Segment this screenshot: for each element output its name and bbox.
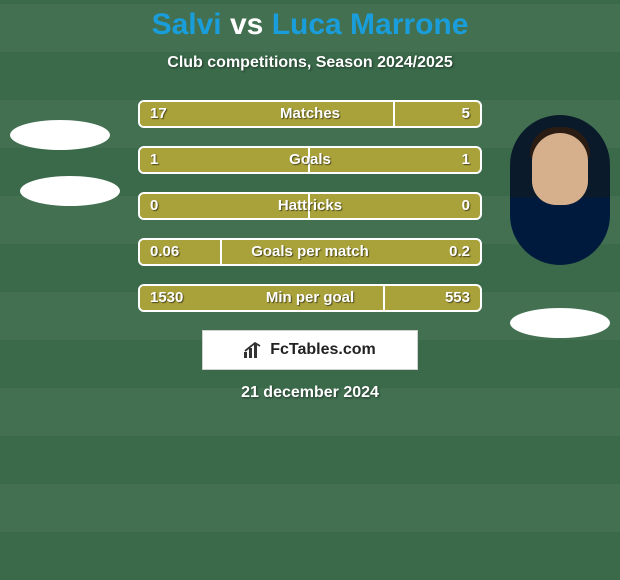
stat-label: Matches — [140, 102, 480, 126]
avatar-left-placeholder-2 — [20, 176, 120, 206]
title-vs: vs — [222, 8, 272, 41]
stat-value-right: 5 — [462, 102, 470, 126]
subtitle: Club competitions, Season 2024/2025 — [0, 54, 620, 72]
avatar-left-placeholder — [10, 120, 110, 150]
avatar-right-placeholder — [510, 308, 610, 338]
player-photo-icon — [510, 115, 610, 265]
stat-row: 17Matches5 — [138, 100, 482, 128]
comparison-card: Salvi vs Luca Marrone Club competitions,… — [0, 0, 620, 580]
stat-label: Min per goal — [140, 286, 480, 310]
bar-chart-icon — [244, 342, 264, 358]
stat-label: Hattricks — [140, 194, 480, 218]
title-player-right: Luca Marrone — [272, 8, 469, 41]
page-title: Salvi vs Luca Marrone — [0, 8, 620, 42]
brand-text: FcTables.com — [270, 341, 376, 359]
stat-row: 1530Min per goal553 — [138, 284, 482, 312]
date-label: 21 december 2024 — [0, 384, 620, 402]
stat-label: Goals per match — [140, 240, 480, 264]
brand-badge: FcTables.com — [202, 330, 418, 370]
stat-row: 1Goals1 — [138, 146, 482, 174]
stat-value-right: 0 — [462, 194, 470, 218]
stat-value-right: 1 — [462, 148, 470, 172]
title-player-left: Salvi — [152, 8, 222, 41]
stat-row: 0Hattricks0 — [138, 192, 482, 220]
stat-value-right: 0.2 — [449, 240, 470, 264]
stat-value-right: 553 — [445, 286, 470, 310]
stats-bars: 17Matches5 1Goals1 0Hattricks0 0.06Goals pe… — [138, 100, 482, 312]
avatar-right — [510, 115, 610, 265]
stat-label: Goals — [140, 148, 480, 172]
stat-row: 0.06Goals per match0.2 — [138, 238, 482, 266]
